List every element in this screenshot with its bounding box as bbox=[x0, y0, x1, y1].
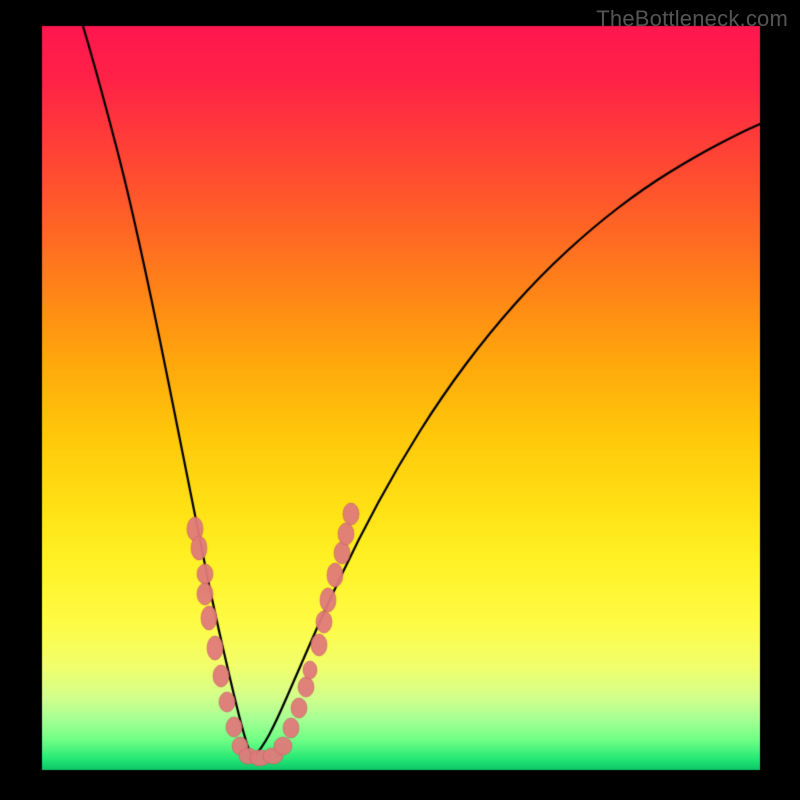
watermark-text: TheBottleneck.com bbox=[596, 6, 788, 32]
bottleneck-chart-canvas bbox=[0, 0, 800, 800]
